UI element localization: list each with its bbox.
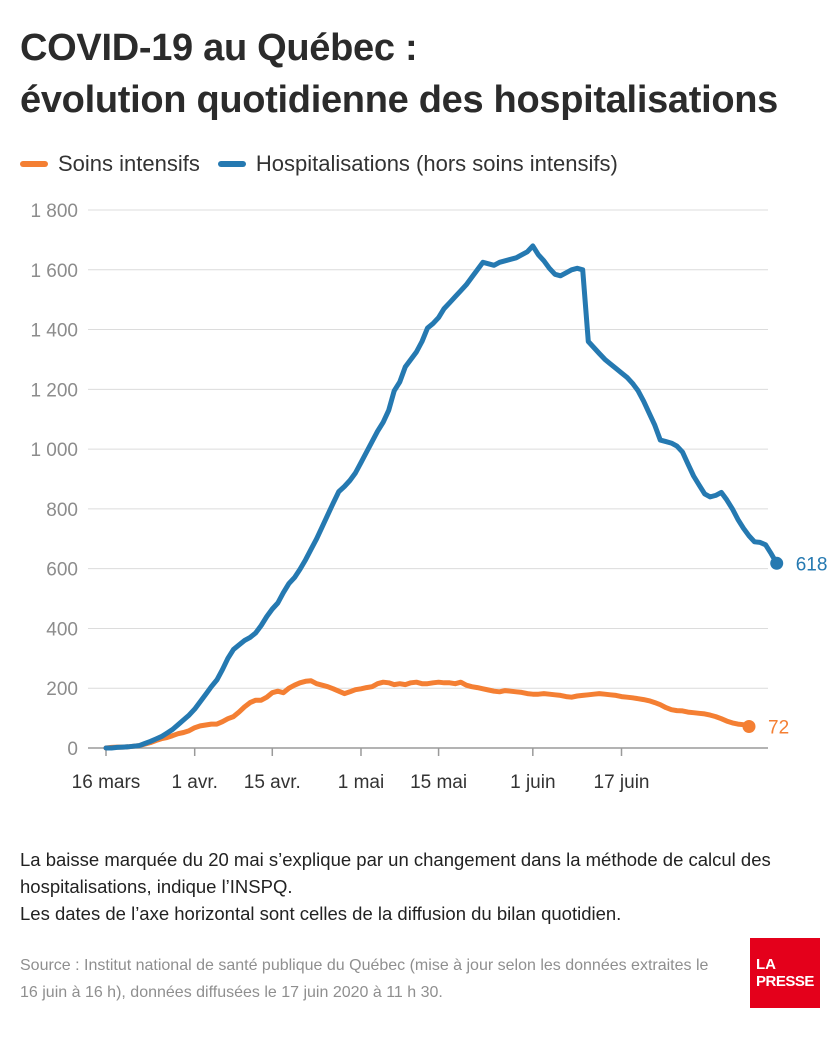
axis-layer: 0 200 400 600 800 1 000 1 200 1 400 1 600 1 800 16…: [30, 201, 649, 793]
x-tick-label: 15 mai: [410, 772, 467, 793]
x-tick-label: 1 mai: [338, 772, 384, 793]
y-tick-label: 1 600: [30, 261, 78, 282]
x-tick-label: 1 juin: [510, 772, 555, 793]
chart-title: COVID-19 au Québec : évolution quotidien…: [20, 22, 820, 126]
x-tick-label: 1 avr.: [171, 772, 217, 793]
x-tick-label: 15 avr.: [244, 772, 301, 793]
series-layer: 72 618: [103, 243, 828, 751]
series-end-label-hospitalisations: 618: [796, 554, 828, 575]
line-chart: 0 200 400 600 800 1 000 1 200 1 400 1 600 1 800 16…: [30, 201, 828, 793]
series-end-point-hospitalisations: [770, 556, 784, 570]
legend-label-icu: Soins intensifs: [58, 151, 200, 176]
y-tick-label: 800: [46, 500, 78, 521]
source-note: Source : Institut national de santé publ…: [20, 957, 709, 1001]
series-line-hospitalisations: [103, 243, 780, 751]
legend-item-hospitalisations: Hospitalisations (hors soins intensifs): [217, 151, 618, 177]
y-tick-label: 1 800: [30, 201, 78, 222]
legend-label-hospitalisations: Hospitalisations (hors soins intensifs): [255, 151, 618, 176]
logo-text-line-2: PRESSE: [756, 972, 814, 990]
grid-layer: [88, 209, 768, 749]
y-tick-label: 0: [67, 739, 78, 760]
legend: Soins intensifs Hospitalisations (hors s…: [20, 148, 636, 180]
y-tick-label: 1 400: [30, 321, 78, 342]
chart-note-line-1: La baisse marquée du 20 mai s’explique p…: [20, 849, 771, 897]
chart-note: La baisse marquée du 20 mai s’explique p…: [20, 846, 835, 927]
y-tick-label: 400: [46, 619, 78, 640]
series-line-icu: [103, 678, 752, 751]
y-tick-label: 1 000: [30, 440, 78, 461]
y-tick-label: 600: [46, 560, 78, 581]
chart-title-line-2: évolution quotidienne des hospitalisatio…: [20, 79, 779, 121]
legend-swatch-icu: [20, 161, 48, 167]
x-tick-label: 17 juin: [594, 772, 650, 793]
series-end-label-icu: 72: [768, 717, 789, 738]
la-presse-logo: LA PRESSE: [750, 938, 820, 1008]
series-end-point-icu: [742, 719, 756, 733]
chart-title-line-1: COVID-19 au Québec :: [20, 27, 418, 69]
legend-swatch-hospitalisations: [217, 161, 246, 167]
legend-item-icu: Soins intensifs: [20, 151, 200, 177]
logo-text-line-1: LA: [756, 955, 776, 973]
chart-note-line-2: Les dates de l’axe horizontal sont celle…: [20, 903, 622, 924]
y-tick-label: 200: [46, 679, 78, 700]
x-tick-label: 16 mars: [72, 772, 141, 793]
y-tick-label: 1 200: [30, 380, 78, 401]
